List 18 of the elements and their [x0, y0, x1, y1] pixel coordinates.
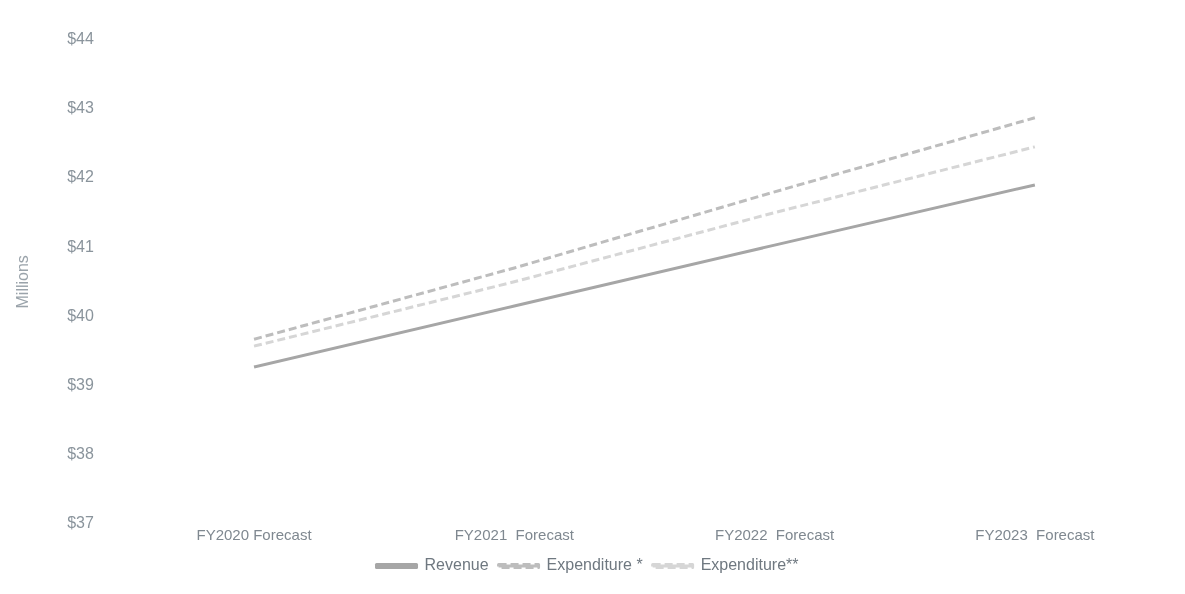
x-tick-label: FY2022 Forecast	[714, 526, 836, 544]
x-tick-label: FY2021 Forecast	[454, 526, 575, 544]
y-tick-label: $44	[67, 30, 94, 48]
legend-label: Expenditure *	[546, 556, 643, 574]
y-axis-title: Millions	[14, 255, 32, 309]
y-tick-label: $43	[67, 99, 94, 117]
y-tick-label: $40	[67, 306, 94, 324]
y-tick-label: $39	[67, 376, 94, 394]
y-tick-label: $41	[67, 237, 94, 255]
line-series	[252, 116, 1037, 341]
legend-label: Revenue	[424, 556, 489, 574]
y-tick-label: $38	[67, 445, 94, 463]
legend-label: Expenditure**	[700, 556, 799, 574]
line-series	[252, 145, 1037, 348]
x-tick-label: FY2020 Forecast	[196, 526, 313, 544]
y-tick-label: $37	[67, 514, 94, 532]
y-tick-label: $42	[67, 168, 94, 186]
x-tick-label: FY2023 Forecast	[975, 526, 1096, 544]
